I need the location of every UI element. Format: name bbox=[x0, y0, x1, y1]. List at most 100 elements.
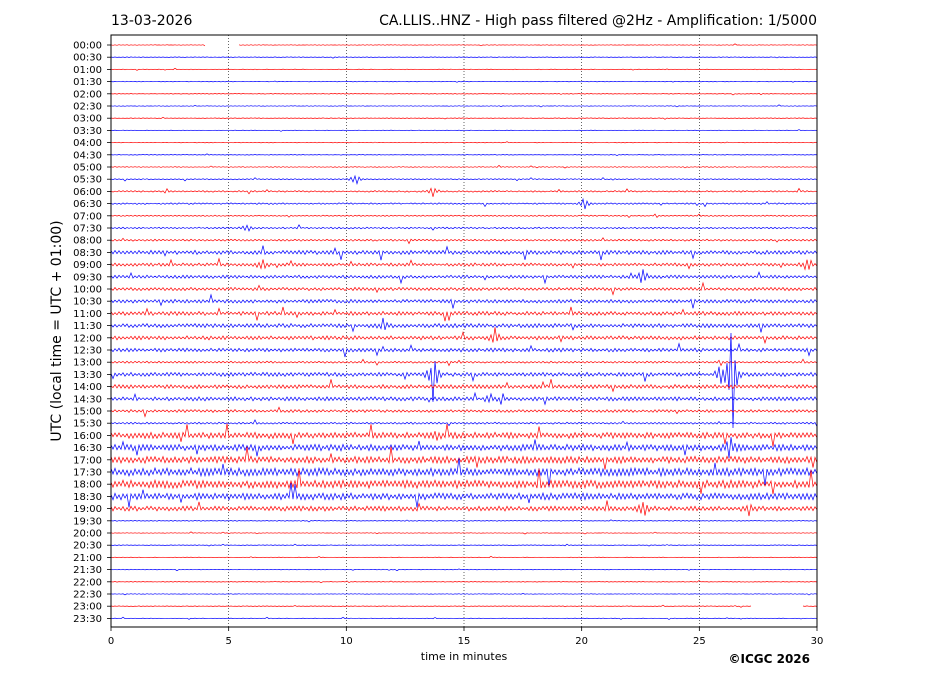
y-tick-label: 04:00 bbox=[73, 138, 102, 149]
y-tick-label: 18:30 bbox=[73, 492, 102, 503]
trace-line-0730 bbox=[110, 224, 818, 232]
trace-line-0700 bbox=[110, 213, 818, 219]
trace-line-1530 bbox=[110, 419, 818, 427]
x-tick-label: 5 bbox=[225, 636, 231, 647]
trace-line-0230 bbox=[110, 104, 818, 108]
y-tick-label: 22:30 bbox=[73, 590, 102, 601]
y-tick-label: 00:30 bbox=[73, 53, 102, 64]
trace-line-1430 bbox=[110, 391, 818, 406]
trace-line-1200 bbox=[110, 327, 818, 345]
trace-line-0500 bbox=[110, 164, 818, 169]
x-tick-label: 15 bbox=[458, 636, 471, 647]
y-tick-label: 16:00 bbox=[73, 431, 102, 442]
y-tick-label: 21:00 bbox=[73, 553, 102, 564]
y-tick-label: 11:00 bbox=[73, 309, 102, 320]
trace-line-1630 bbox=[110, 437, 818, 459]
y-tick-label: 10:30 bbox=[73, 297, 102, 308]
y-tick-label: 08:30 bbox=[73, 248, 102, 259]
trace-line-0130 bbox=[110, 80, 818, 83]
trace-line-0530 bbox=[110, 174, 818, 185]
trace-line-1830 bbox=[110, 483, 818, 508]
y-tick-label: 02:00 bbox=[73, 89, 102, 100]
trace-line-1330 bbox=[110, 332, 818, 429]
y-tick-label: 21:30 bbox=[73, 565, 102, 576]
y-tick-label: 16:30 bbox=[73, 443, 102, 454]
y-tick-label: 09:00 bbox=[73, 260, 102, 271]
trace-line-2130 bbox=[110, 568, 818, 572]
trace-line-2100 bbox=[110, 555, 818, 559]
x-tick-label: 0 bbox=[108, 636, 114, 647]
x-tick-label: 20 bbox=[575, 636, 588, 647]
x-tick-labels: 0 5 10 15 20 25 30 bbox=[108, 627, 824, 647]
trace-line-1400 bbox=[110, 379, 818, 393]
y-tick-label: 12:30 bbox=[73, 346, 102, 357]
trace-line-2000 bbox=[110, 531, 818, 535]
y-tick-label: 06:00 bbox=[73, 187, 102, 198]
y-tick-label: 01:00 bbox=[73, 65, 102, 76]
copyright: ©ICGC 2026 bbox=[728, 652, 810, 666]
trace-line-1900 bbox=[110, 500, 818, 517]
y-tick-label: 19:00 bbox=[73, 504, 102, 515]
trace-line-1000 bbox=[110, 281, 818, 296]
y-tick-label: 13:30 bbox=[73, 370, 102, 381]
y-tick-label: 05:00 bbox=[73, 163, 102, 174]
trace-line-0800 bbox=[110, 237, 818, 245]
y-tick-label: 18:00 bbox=[73, 480, 102, 491]
trace-line-2200 bbox=[110, 580, 818, 584]
y-tick-label: 20:30 bbox=[73, 541, 102, 552]
y-tick-label: 03:00 bbox=[73, 114, 102, 125]
y-tick-label: 10:00 bbox=[73, 285, 102, 296]
trace-line-1300 bbox=[110, 358, 818, 367]
y-tick-label: 11:30 bbox=[73, 321, 102, 332]
y-tick-label: 17:30 bbox=[73, 468, 102, 479]
y-tick-label: 12:00 bbox=[73, 333, 102, 344]
y-tick-label: 23:00 bbox=[73, 602, 102, 613]
plot-frame bbox=[110, 34, 818, 628]
x-tick-label: 25 bbox=[693, 636, 706, 647]
trace-line-1100 bbox=[110, 306, 818, 322]
trace-line-1730 bbox=[110, 457, 818, 488]
trace-line-1500 bbox=[110, 406, 818, 418]
y-tick-label: 14:30 bbox=[73, 394, 102, 405]
trace-line-1230 bbox=[110, 342, 818, 358]
y-tick-label: 01:30 bbox=[73, 77, 102, 88]
trace-line-1600 bbox=[110, 423, 818, 447]
trace-line-1930 bbox=[110, 519, 818, 523]
trace-line-0400 bbox=[110, 141, 818, 144]
trace-line-1130 bbox=[110, 317, 818, 333]
y-tick-label: 17:00 bbox=[73, 455, 102, 466]
y-tick-label: 00:00 bbox=[73, 41, 102, 52]
trace-line-0330 bbox=[110, 129, 818, 132]
trace-line-0430 bbox=[110, 153, 818, 156]
y-tick-label: 04:30 bbox=[73, 150, 102, 161]
plot-title: CA.LLIS..HNZ - High pass filtered @2Hz -… bbox=[379, 13, 817, 29]
trace-line-2030 bbox=[110, 543, 818, 547]
trace-line-0300 bbox=[110, 116, 818, 120]
y-tick-label: 15:30 bbox=[73, 419, 102, 430]
trace-line-1800 bbox=[110, 468, 818, 495]
trace-line-0100 bbox=[110, 67, 818, 71]
y-tick-label: 05:30 bbox=[73, 175, 102, 186]
y-tick-label: 14:00 bbox=[73, 382, 102, 393]
y-tick-label: 07:30 bbox=[73, 224, 102, 235]
trace-line-0000 bbox=[110, 43, 818, 47]
y-tick-label: 19:30 bbox=[73, 516, 102, 527]
x-tick-label: 10 bbox=[340, 636, 353, 647]
x-axis-label: time in minutes bbox=[421, 650, 508, 663]
trace-line-0200 bbox=[110, 92, 818, 96]
trace-line-1030 bbox=[110, 293, 818, 309]
y-tick-label: 09:30 bbox=[73, 272, 102, 283]
y-tick-label: 23:30 bbox=[73, 614, 102, 625]
y-tick-label: 03:30 bbox=[73, 126, 102, 137]
vertical-gridlines bbox=[228, 35, 700, 627]
trace-line-0630 bbox=[110, 197, 818, 210]
seismic-traces bbox=[110, 43, 818, 620]
y-tick-label: 15:00 bbox=[73, 407, 102, 418]
y-tick-label: 08:00 bbox=[73, 236, 102, 247]
y-tick-label: 06:30 bbox=[73, 199, 102, 210]
x-tick-label: 30 bbox=[811, 636, 824, 647]
trace-line-0900 bbox=[110, 257, 818, 271]
y-tick-label: 13:00 bbox=[73, 358, 102, 369]
